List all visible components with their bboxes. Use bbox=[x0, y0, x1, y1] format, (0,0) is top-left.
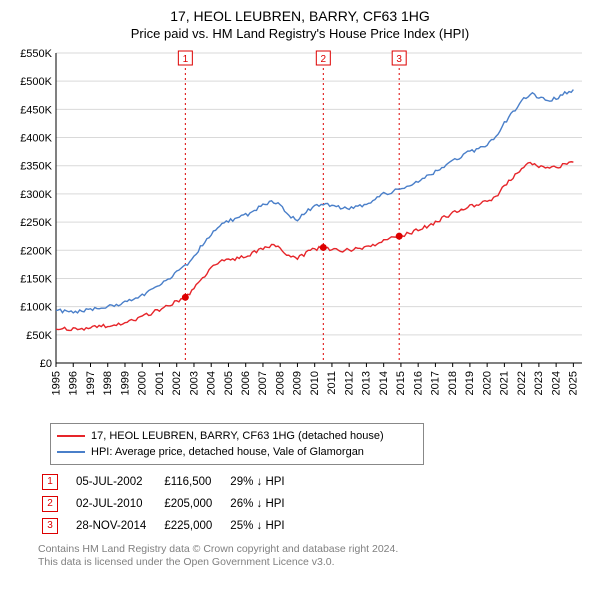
events-table: 1 05-JUL-2002£116,50029% ↓ HPI 2 02-JUL-201… bbox=[38, 471, 299, 537]
event-row: 2 02-JUL-2010£205,00026% ↓ HPI bbox=[38, 493, 299, 515]
svg-text:1999: 1999 bbox=[119, 371, 131, 395]
chart-title: 17, HEOL LEUBREN, BARRY, CF63 1HG bbox=[10, 8, 590, 26]
svg-text:2022: 2022 bbox=[516, 371, 528, 395]
footer: Contains HM Land Registry data © Crown c… bbox=[38, 543, 590, 570]
legend-row-hpi: HPI: Average price, detached house, Vale… bbox=[57, 444, 417, 460]
svg-text:1: 1 bbox=[183, 54, 189, 65]
svg-text:2020: 2020 bbox=[481, 371, 493, 395]
footer-line-1: Contains HM Land Registry data © Crown c… bbox=[38, 543, 590, 557]
svg-text:2021: 2021 bbox=[499, 371, 511, 395]
svg-text:£250K: £250K bbox=[20, 217, 52, 229]
legend: 17, HEOL LEUBREN, BARRY, CF63 1HG (detac… bbox=[50, 423, 424, 465]
svg-text:£500K: £500K bbox=[20, 76, 52, 88]
event-date: 05-JUL-2002 bbox=[72, 471, 160, 493]
svg-text:£50K: £50K bbox=[26, 329, 52, 341]
footer-line-2: This data is licensed under the Open Gov… bbox=[38, 556, 590, 570]
svg-text:£0: £0 bbox=[40, 358, 52, 370]
svg-text:£350K: £350K bbox=[20, 160, 52, 172]
event-diff: 29% ↓ HPI bbox=[226, 471, 298, 493]
svg-text:2: 2 bbox=[321, 54, 327, 65]
event-price: £225,000 bbox=[160, 515, 226, 537]
svg-text:£100K: £100K bbox=[20, 301, 52, 313]
svg-text:2018: 2018 bbox=[447, 371, 459, 395]
legend-label: HPI: Average price, detached house, Vale… bbox=[91, 446, 364, 458]
event-row: 3 28-NOV-2014£225,00025% ↓ HPI bbox=[38, 515, 299, 537]
svg-text:2015: 2015 bbox=[395, 371, 407, 395]
event-price: £205,000 bbox=[160, 493, 226, 515]
svg-text:£200K: £200K bbox=[20, 245, 52, 257]
legend-label: 17, HEOL LEUBREN, BARRY, CF63 1HG (detac… bbox=[91, 430, 384, 442]
svg-text:2017: 2017 bbox=[430, 371, 442, 395]
event-date: 28-NOV-2014 bbox=[72, 515, 160, 537]
event-row: 1 05-JUL-2002£116,50029% ↓ HPI bbox=[38, 471, 299, 493]
svg-text:2008: 2008 bbox=[274, 371, 286, 395]
svg-text:1996: 1996 bbox=[68, 371, 80, 395]
svg-text:2004: 2004 bbox=[206, 371, 218, 395]
svg-text:2009: 2009 bbox=[292, 371, 304, 395]
svg-text:2011: 2011 bbox=[326, 371, 338, 395]
event-marker-icon: 3 bbox=[42, 518, 58, 534]
svg-text:2016: 2016 bbox=[412, 371, 424, 395]
svg-text:2002: 2002 bbox=[171, 371, 183, 395]
svg-text:2024: 2024 bbox=[550, 371, 562, 395]
svg-text:2006: 2006 bbox=[240, 371, 252, 395]
svg-text:£400K: £400K bbox=[20, 132, 52, 144]
svg-text:2010: 2010 bbox=[309, 371, 321, 395]
chart-subtitle: Price paid vs. HM Land Registry's House … bbox=[10, 26, 590, 41]
svg-text:2019: 2019 bbox=[464, 371, 476, 395]
svg-text:£300K: £300K bbox=[20, 188, 52, 200]
event-price: £116,500 bbox=[160, 471, 226, 493]
event-marker-icon: 2 bbox=[42, 496, 58, 512]
legend-row-property: 17, HEOL LEUBREN, BARRY, CF63 1HG (detac… bbox=[57, 428, 417, 444]
svg-text:3: 3 bbox=[396, 54, 402, 65]
svg-text:2023: 2023 bbox=[533, 371, 545, 395]
series-hpi bbox=[56, 89, 573, 312]
svg-text:2005: 2005 bbox=[223, 371, 235, 395]
svg-text:2025: 2025 bbox=[568, 371, 580, 395]
svg-text:2014: 2014 bbox=[378, 371, 390, 395]
plot-area: £0 £50K £100K £150K £200K £250K £300K £350K £400… bbox=[10, 47, 590, 417]
chart-container: 17, HEOL LEUBREN, BARRY, CF63 1HG Price … bbox=[0, 0, 600, 576]
event-diff: 26% ↓ HPI bbox=[226, 493, 298, 515]
chart-svg: £0 £50K £100K £150K £200K £250K £300K £350K £400… bbox=[10, 47, 590, 417]
series-property bbox=[56, 161, 573, 330]
svg-text:2007: 2007 bbox=[257, 371, 269, 395]
svg-text:2012: 2012 bbox=[343, 371, 355, 395]
event-diff: 25% ↓ HPI bbox=[226, 515, 298, 537]
svg-text:2001: 2001 bbox=[154, 371, 166, 395]
svg-text:1997: 1997 bbox=[85, 371, 97, 395]
svg-text:2003: 2003 bbox=[188, 371, 200, 395]
event-date: 02-JUL-2010 bbox=[72, 493, 160, 515]
event-marker-icon: 1 bbox=[42, 474, 58, 490]
svg-text:1995: 1995 bbox=[50, 371, 62, 395]
legend-swatch bbox=[57, 435, 85, 437]
svg-text:2013: 2013 bbox=[361, 371, 373, 395]
svg-text:£550K: £550K bbox=[20, 48, 52, 60]
svg-text:2000: 2000 bbox=[137, 371, 149, 395]
svg-text:1998: 1998 bbox=[102, 371, 114, 395]
svg-text:£150K: £150K bbox=[20, 273, 52, 285]
legend-swatch bbox=[57, 451, 85, 453]
svg-text:£450K: £450K bbox=[20, 104, 52, 116]
